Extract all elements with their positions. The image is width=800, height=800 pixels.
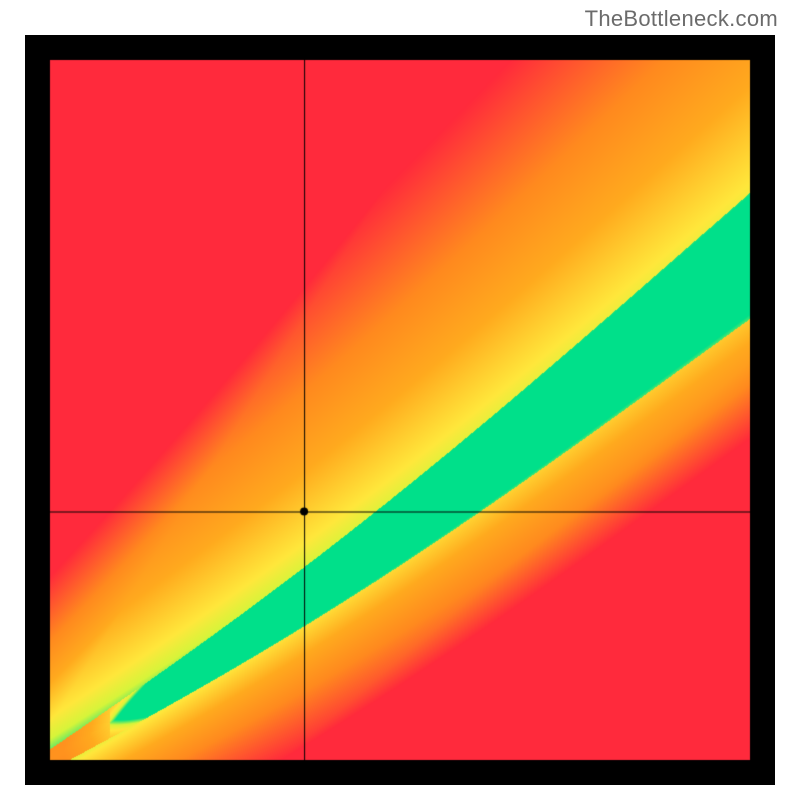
root: TheBottleneck.com bbox=[0, 0, 800, 800]
bottleneck-heatmap bbox=[25, 35, 775, 785]
watermark-text: TheBottleneck.com bbox=[585, 6, 778, 32]
chart-frame bbox=[25, 35, 775, 785]
